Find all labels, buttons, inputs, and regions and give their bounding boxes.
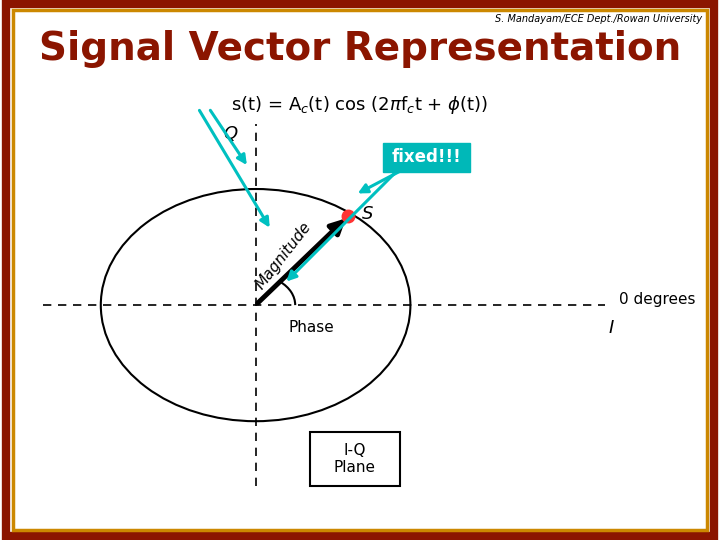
Text: Q: Q [223, 125, 238, 143]
Text: Magnitude: Magnitude [253, 219, 314, 292]
Text: I-Q
Plane: I-Q Plane [333, 443, 376, 475]
Text: Signal Vector Representation: Signal Vector Representation [39, 30, 681, 68]
FancyBboxPatch shape [310, 432, 400, 486]
Text: S. Mandayam/ECE Dept./Rowan University: S. Mandayam/ECE Dept./Rowan University [495, 14, 702, 24]
Text: I: I [608, 319, 613, 336]
FancyBboxPatch shape [383, 143, 470, 172]
Text: 0 degrees: 0 degrees [619, 292, 696, 307]
Text: Phase: Phase [288, 320, 334, 335]
Text: s(t) = A$_c$(t) cos (2$\pi$f$_c$t + $\phi$(t)): s(t) = A$_c$(t) cos (2$\pi$f$_c$t + $\ph… [232, 94, 488, 117]
Text: fixed!!!: fixed!!! [392, 148, 462, 166]
Text: $\it{S}$: $\it{S}$ [361, 205, 374, 222]
